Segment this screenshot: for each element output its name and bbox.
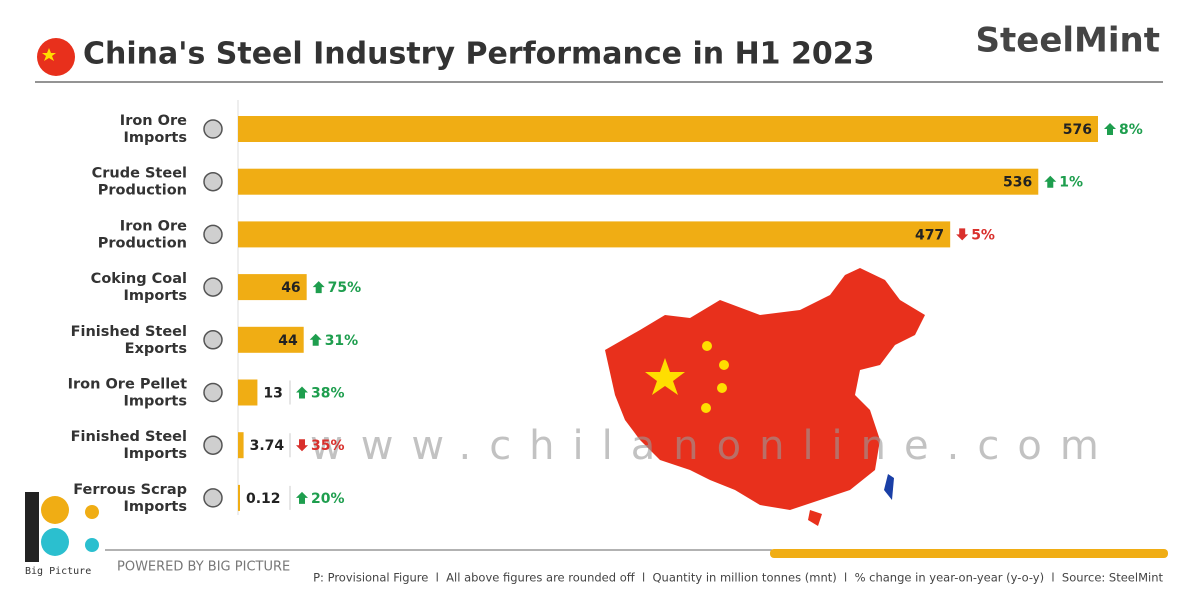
map-star <box>701 403 711 413</box>
change-label: 5% <box>971 227 995 243</box>
logo-dot <box>85 538 99 552</box>
bar <box>238 432 244 459</box>
category-label: Iron Ore Imports <box>118 113 187 146</box>
change-label: 20% <box>311 491 345 507</box>
map-shape <box>605 268 925 510</box>
logo-dot <box>85 505 99 519</box>
category-line: Finished Steel <box>71 324 187 340</box>
category-label: Iron Ore Pellet Imports <box>68 377 187 410</box>
change-arrow <box>296 439 308 452</box>
category-label: Finished Steel Imports <box>71 429 187 462</box>
publisher-name: Big Picture <box>25 566 91 577</box>
footnote: P: Provisional Figure l All above figure… <box>313 571 1163 585</box>
map-star <box>702 341 712 351</box>
category-label: Iron Ore Production <box>93 218 187 251</box>
category-label: Crude Steel Production <box>92 166 187 199</box>
value-label: 477 <box>915 227 944 243</box>
change-arrow <box>309 333 322 346</box>
change-label: 38% <box>311 386 345 402</box>
flag-star <box>42 48 56 61</box>
change-arrow <box>956 228 969 241</box>
category-icon <box>203 435 223 455</box>
category-icon <box>203 119 223 139</box>
value-label: 13 <box>263 386 282 402</box>
map-star <box>719 360 729 370</box>
bar <box>238 221 951 248</box>
category-icon <box>203 171 223 192</box>
category-line: Imports <box>118 288 187 304</box>
flag-icon <box>37 38 75 76</box>
category-line: Imports <box>118 130 187 146</box>
bar <box>238 274 307 301</box>
category-line: Production <box>93 183 187 199</box>
category-line: Iron Ore <box>120 113 187 129</box>
value-label: 536 <box>1003 175 1032 191</box>
map-star <box>717 383 727 393</box>
logo-dot <box>41 496 69 524</box>
change-label: 35% <box>311 438 345 454</box>
category-line: Exports <box>120 341 187 357</box>
category-label: Finished Steel Exports <box>71 324 187 357</box>
china-map <box>605 268 925 526</box>
category-line: Production <box>93 235 187 251</box>
category-line: Crude Steel <box>92 166 187 182</box>
chart-title: China's Steel Industry Performance in H1… <box>83 37 874 72</box>
category-line: Imports <box>118 499 187 515</box>
category-icon <box>203 488 223 508</box>
category-line: Imports <box>118 394 187 410</box>
change-arrow <box>296 386 308 399</box>
category-icon <box>203 224 223 245</box>
map-taiwan <box>884 474 894 500</box>
brand-logo: SteelMint <box>976 21 1160 61</box>
footer-accent <box>770 549 1168 558</box>
category-icon <box>203 330 223 350</box>
category-line: Imports <box>118 446 187 462</box>
map-star <box>645 358 685 395</box>
category-label: Coking Coal Imports <box>91 271 187 304</box>
publisher-logo <box>25 492 99 562</box>
value-label: 46 <box>281 280 300 296</box>
bar <box>238 379 258 406</box>
watermark: www.chilanonline.com <box>310 423 1117 469</box>
bar <box>238 484 240 511</box>
change-arrow <box>1104 123 1116 135</box>
change-label: 75% <box>328 280 362 296</box>
change-arrow <box>312 281 325 294</box>
category-line: Finished Steel <box>71 429 187 445</box>
map-island <box>808 510 822 526</box>
powered-by: POWERED BY BIG PICTURE <box>117 560 290 575</box>
bar <box>238 326 304 353</box>
bar <box>238 168 1039 195</box>
logo-dot <box>41 528 69 556</box>
change-label: 8% <box>1119 122 1143 138</box>
category-icon <box>203 382 223 403</box>
change-label: 1% <box>1059 175 1083 191</box>
change-label: 31% <box>325 333 359 349</box>
bar <box>238 116 1098 142</box>
category-line: Ferrous Scrap <box>73 482 187 498</box>
value-label: 3.74 <box>250 438 285 454</box>
value-label: 44 <box>278 333 298 349</box>
category-line: Iron Ore <box>120 218 187 234</box>
value-label: 0.12 <box>246 491 281 507</box>
value-label: 576 <box>1063 122 1092 138</box>
category-label: Ferrous Scrap Imports <box>73 482 187 515</box>
change-arrow <box>1044 175 1057 188</box>
category-line: Iron Ore Pellet <box>68 377 187 393</box>
logo-bar <box>25 492 39 562</box>
category-icon <box>203 277 223 297</box>
change-arrow <box>296 491 308 504</box>
category-line: Coking Coal <box>91 271 187 287</box>
